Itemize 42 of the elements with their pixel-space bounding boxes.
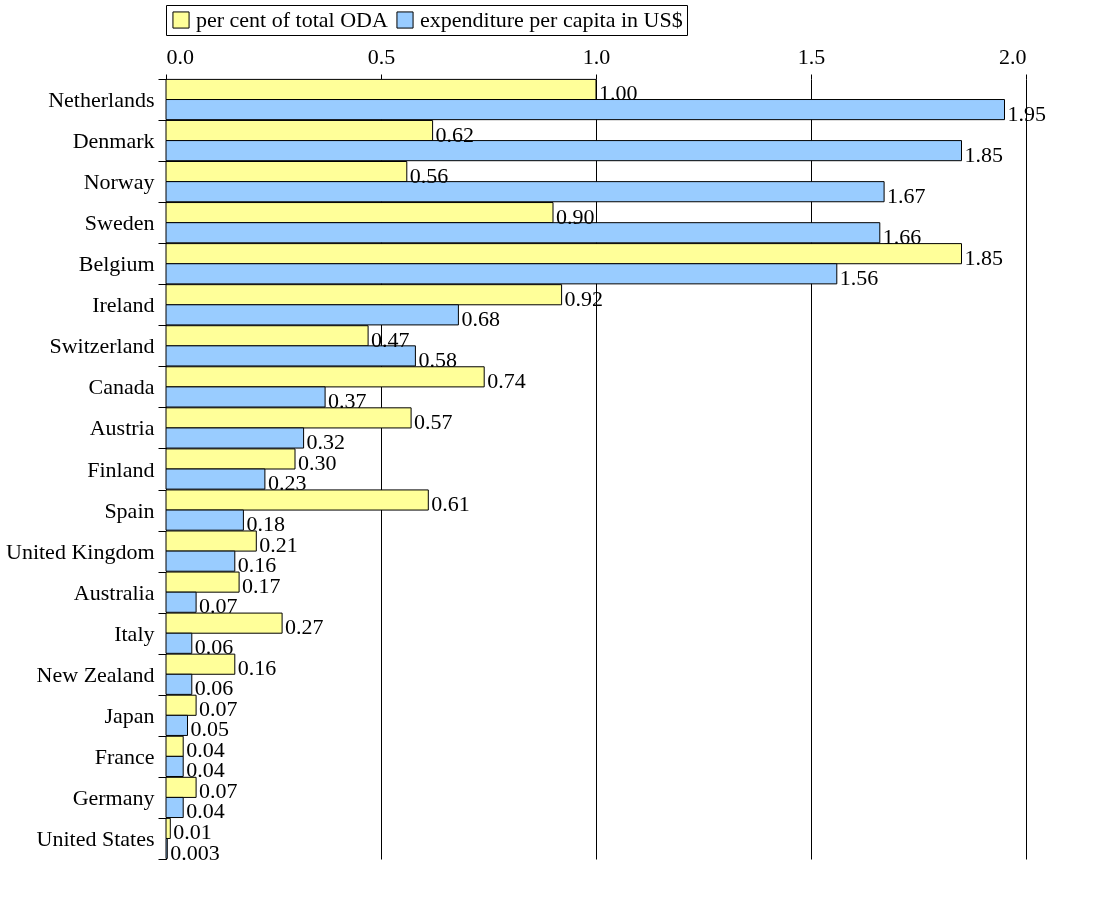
y-tick-label: Denmark	[72, 128, 155, 154]
data-label: 0.61	[431, 490, 470, 516]
y-tick-label: Sweden	[84, 210, 155, 236]
x-tick-label: 1.5	[797, 43, 826, 69]
data-label: 1.66	[882, 223, 922, 249]
y-tick-label: United States	[36, 825, 155, 851]
data-label: 0.58	[418, 346, 457, 372]
y-tick-label: United Kingdom	[6, 538, 155, 564]
data-label: 0.07	[199, 593, 238, 619]
y-tick-label: New Zealand	[36, 661, 155, 687]
x-tick-label: 2.0	[999, 43, 1027, 69]
data-label: 0.06	[194, 634, 234, 660]
y-tick-label: Belgium	[78, 251, 155, 277]
data-label: 0.16	[237, 655, 277, 681]
data-label: 1.67	[887, 182, 926, 208]
y-tick-label: Ireland	[92, 292, 155, 318]
data-label: 0.57	[414, 408, 453, 434]
legend-label: expenditure per capita in US$	[420, 7, 683, 32]
y-tick-label: Canada	[88, 374, 155, 400]
y-tick-label: Australia	[73, 579, 155, 605]
data-label: 1.85	[964, 244, 1003, 270]
x-tick-label: 1.0	[582, 43, 611, 69]
data-label: 0.74	[487, 367, 526, 393]
y-tick-label: Germany	[72, 784, 155, 810]
y-tick-label: Italy	[114, 620, 155, 646]
data-label: 0.27	[285, 614, 324, 640]
data-label: 1.56	[839, 264, 879, 290]
y-tick-label: Norway	[83, 169, 155, 195]
y-tick-label: Japan	[104, 702, 155, 728]
y-tick-label: Spain	[104, 497, 155, 523]
x-tick-label: 0.0	[166, 43, 194, 69]
y-tick-label: Switzerland	[49, 333, 155, 359]
y-tick-label: Netherlands	[48, 87, 155, 113]
x-tick-label: 0.5	[367, 43, 396, 69]
y-tick-label: Finland	[87, 456, 155, 482]
y-tick-label: France	[94, 743, 155, 769]
y-tick-label: Austria	[89, 415, 155, 441]
legend-label: per cent of total ODA	[196, 7, 388, 32]
data-label: 0.62	[435, 121, 475, 147]
data-label: 0.68	[461, 305, 500, 331]
data-label: 1.85	[964, 141, 1003, 167]
data-label: 0.37	[328, 387, 367, 413]
